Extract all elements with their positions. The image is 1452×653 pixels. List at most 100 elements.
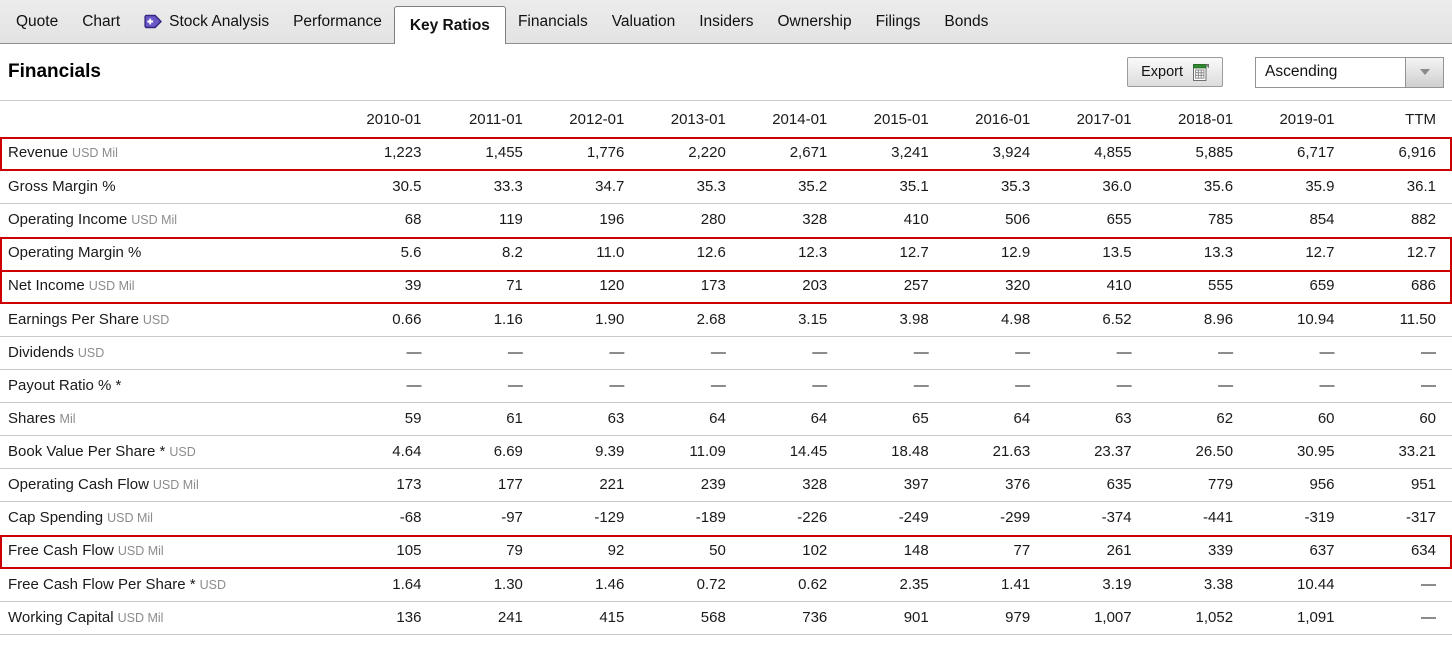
row-label-cell: Gross Margin % [0,171,336,204]
row-unit: USD Mil [117,544,164,558]
row-label-cell: Operating Cash Flow USD Mil [0,469,336,502]
row-label: Earnings Per Share [8,311,139,328]
value-cell: 6,916 [1350,137,1452,171]
value-cell: 239 [640,469,742,502]
sort-dropdown[interactable]: Ascending [1255,56,1444,88]
table-row: Free Cash Flow USD Mil 105 79 92 50 102 148 77 26… [0,535,1452,569]
table-row: Operating Income USD Mil 68 119 196 280 328 410… [0,204,1452,237]
tab-stock-analysis[interactable]: Stock Analysis [132,0,281,44]
tab-filings[interactable]: Filings [864,0,933,44]
value-cell: — [1249,370,1351,403]
value-cell: 12.6 [640,237,742,270]
row-label-cell: Book Value Per Share * USD [0,436,336,469]
row-label: Working Capital [8,609,114,626]
value-cell: 12.7 [1350,237,1452,270]
value-cell: 0.72 [640,569,742,602]
tab-quote[interactable]: Quote [4,0,70,44]
tab-valuation[interactable]: Valuation [600,0,687,44]
row-unit: USD [169,445,196,459]
row-label-cell: Shares Mil [0,403,336,436]
value-cell: 339 [1147,535,1250,569]
row-label: Net Income [8,277,85,294]
tab-bonds[interactable]: Bonds [932,0,1000,44]
sort-selected-value: Ascending [1265,63,1338,80]
value-cell: 1,455 [437,137,539,171]
tab-ownership[interactable]: Ownership [765,0,863,44]
value-cell: 257 [843,270,945,304]
row-label-cell: Earnings Per Share USD [0,304,336,337]
column-header: 2015-01 [873,111,929,128]
export-button[interactable]: Export [1127,57,1223,87]
value-cell: 148 [843,535,945,569]
value-cell: — [1350,569,1452,602]
column-header: 2018-01 [1178,111,1234,128]
column-header: TTM [1405,111,1436,128]
row-label: Shares [8,410,56,427]
value-cell: 62 [1147,403,1250,436]
tab-insiders[interactable]: Insiders [687,0,765,44]
value-cell: 64 [741,403,844,436]
tab-label: Performance [293,12,382,30]
value-cell: 102 [741,535,844,569]
row-unit: USD Mil [88,279,135,293]
value-cell: 92 [538,535,641,569]
row-label-cell: Operating Income USD Mil [0,204,336,237]
column-header: 2011-01 [468,111,523,128]
value-cell: 2,220 [640,137,742,171]
table-row: Cap Spending USD Mil -68 -97 -129 -189 -226 -24… [0,502,1452,535]
value-cell: 60 [1249,403,1351,436]
value-cell: 65 [843,403,945,436]
table-row: Free Cash Flow Per Share * USD 1.64 1.30 1.4… [0,569,1452,602]
value-cell: 951 [1350,469,1452,502]
value-cell: 2.68 [640,304,742,337]
row-unit: USD [77,346,105,360]
tab-performance[interactable]: Performance [281,0,394,44]
value-cell: 63 [538,403,641,436]
key-ratios-table: 2010-01 2011-01 2012-01 2013-01 2014-01 2015-… [0,101,1452,635]
value-cell: -319 [1304,509,1335,526]
value-cell: 14.45 [741,436,844,469]
value-cell: 221 [538,469,641,502]
column-header: 2016-01 [975,111,1031,128]
table-row: Book Value Per Share * USD 4.64 6.69 9.39 11.… [0,436,1452,469]
page-header: Financials Export Ascending [0,44,1452,101]
value-cell: -374 [1101,509,1132,526]
value-cell: 34.7 [538,171,641,204]
value-cell: 35.9 [1249,171,1351,204]
tab-key-ratios[interactable]: Key Ratios [393,6,506,44]
row-label-cell: Revenue USD Mil [0,137,336,171]
value-cell: 173 [336,469,438,502]
value-cell: — [843,337,945,370]
table-row: Payout Ratio % * — — — — — — — — — — — [0,370,1452,403]
value-cell: 3.19 [1046,569,1148,602]
row-label: Revenue [8,144,69,161]
value-cell: 13.5 [1046,237,1148,270]
value-cell: 60 [1350,403,1452,436]
value-cell: 659 [1249,270,1351,304]
value-cell: 1,776 [538,137,641,171]
dropdown-arrow-button[interactable] [1405,57,1443,87]
value-cell: 882 [1410,211,1436,228]
value-cell: — [1350,602,1452,635]
row-label: Payout Ratio % * [8,377,122,394]
value-cell: 173 [640,270,742,304]
value-cell: — [1350,370,1452,403]
value-cell: 241 [437,602,539,635]
row-label: Gross Margin % [8,178,116,195]
value-cell: 3.15 [741,304,844,337]
value-cell: 61 [437,403,539,436]
tab-label: Insiders [699,12,754,30]
value-cell: 63 [1046,403,1148,436]
value-cell: 196 [599,211,625,228]
tab-label: Bonds [944,12,989,30]
value-cell: -68 [399,509,422,526]
value-cell: 35.2 [741,171,844,204]
tab-financials[interactable]: Financials [506,0,600,44]
value-cell: — [1147,370,1250,403]
row-label: Book Value Per Share * [8,443,166,460]
row-unit: USD Mil [131,213,178,227]
value-cell: 3,241 [843,137,945,171]
value-cell: — [437,337,539,370]
value-cell: 120 [538,270,641,304]
tab-chart[interactable]: Chart [70,0,132,44]
